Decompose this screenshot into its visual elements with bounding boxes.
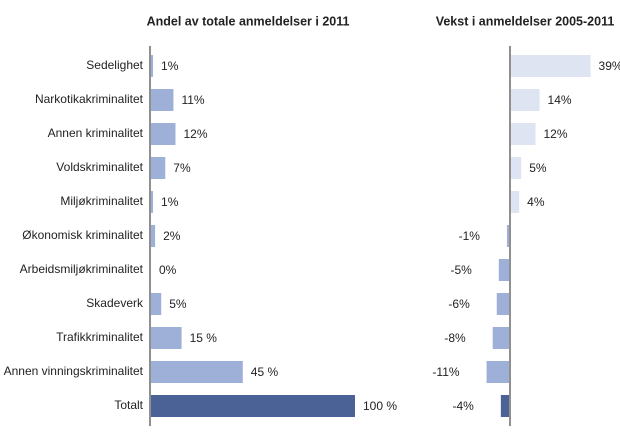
bar bbox=[151, 293, 162, 315]
category-label: Narkotikakriminalitet bbox=[35, 92, 144, 106]
bar bbox=[492, 327, 509, 349]
category-label: Totalt bbox=[114, 398, 143, 412]
value-label: 5% bbox=[529, 161, 547, 175]
value-label: -4% bbox=[452, 399, 474, 413]
bar bbox=[500, 395, 509, 417]
category-label: Sedelighet bbox=[86, 58, 143, 72]
category-label: Arbeidsmiljøkriminalitet bbox=[20, 262, 144, 276]
bar bbox=[506, 225, 509, 247]
value-label: -8% bbox=[444, 331, 466, 345]
bar bbox=[151, 55, 154, 77]
bar bbox=[151, 89, 174, 111]
value-label: -11% bbox=[432, 365, 459, 379]
bar bbox=[151, 327, 182, 349]
value-label: -1% bbox=[459, 229, 481, 243]
bar bbox=[151, 123, 176, 145]
chart-title: Vekst i anmeldelser 2005-2011 bbox=[436, 14, 615, 28]
bar bbox=[151, 157, 166, 179]
value-label: 4% bbox=[527, 195, 545, 209]
value-label: 11% bbox=[181, 93, 204, 107]
value-label: 15 % bbox=[190, 331, 218, 345]
bar bbox=[511, 123, 536, 145]
bar bbox=[151, 225, 156, 247]
bar bbox=[511, 55, 591, 77]
value-label: 12% bbox=[183, 127, 207, 141]
bar bbox=[498, 259, 509, 281]
bar bbox=[486, 361, 509, 383]
value-label: -5% bbox=[450, 263, 472, 277]
value-label: -6% bbox=[448, 297, 470, 311]
bar bbox=[511, 191, 520, 213]
bar bbox=[511, 157, 522, 179]
value-label: 14% bbox=[548, 93, 572, 107]
value-label: 12% bbox=[543, 127, 567, 141]
category-label: Skadeverk bbox=[86, 296, 144, 310]
bar bbox=[496, 293, 509, 315]
category-label: Annen kriminalitet bbox=[48, 126, 144, 140]
value-label: 1% bbox=[161, 59, 179, 73]
value-label: 7% bbox=[173, 161, 191, 175]
category-label: Miljøkriminalitet bbox=[60, 194, 143, 208]
category-label: Økonomisk kriminalitet bbox=[22, 228, 143, 242]
category-label: Annen vinningskriminalitet bbox=[4, 364, 144, 378]
value-label: 0% bbox=[159, 263, 177, 277]
value-label: 39% bbox=[599, 59, 620, 73]
value-label: 100 % bbox=[363, 399, 397, 413]
bar bbox=[151, 395, 355, 417]
category-label: Voldskriminalitet bbox=[56, 160, 143, 174]
bar bbox=[511, 89, 540, 111]
chart-title: Andel av totale anmeldelser i 2011 bbox=[147, 14, 350, 28]
value-label: 2% bbox=[163, 229, 181, 243]
bar bbox=[151, 191, 154, 213]
value-label: 5% bbox=[169, 297, 187, 311]
value-label: 1% bbox=[161, 195, 179, 209]
bar bbox=[151, 361, 243, 383]
category-label: Trafikkriminalitet bbox=[56, 330, 144, 344]
value-label: 45 % bbox=[251, 365, 279, 379]
